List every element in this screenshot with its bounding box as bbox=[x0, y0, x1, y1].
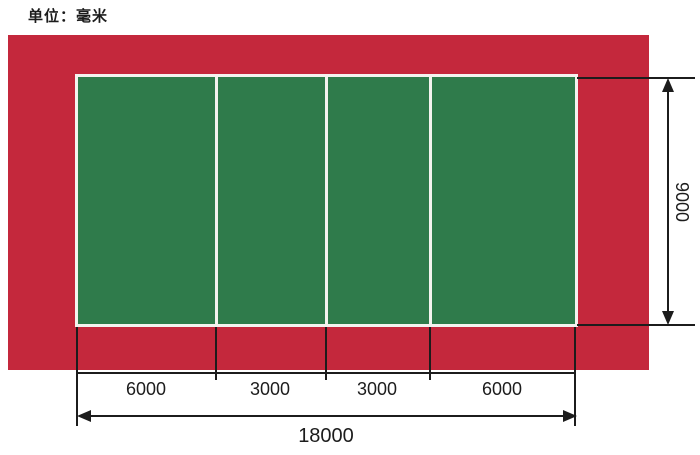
court-panel bbox=[432, 77, 575, 324]
extension-line-bottom bbox=[577, 324, 695, 326]
dimension-label-total-width: 18000 bbox=[298, 425, 354, 447]
arrowhead-up-icon bbox=[662, 78, 674, 92]
court-panel bbox=[217, 77, 325, 324]
dimension-rail bbox=[76, 372, 576, 374]
units-label: 单位：毫米 bbox=[28, 8, 109, 25]
court-panel bbox=[78, 77, 215, 324]
extension-tick bbox=[325, 327, 327, 380]
dimension-label-segment: 6000 bbox=[125, 379, 167, 399]
extension-tick bbox=[429, 327, 431, 380]
total-width-dimension-line bbox=[88, 415, 564, 417]
height-dimension-line bbox=[667, 87, 669, 316]
dimension-label-segment: 6000 bbox=[481, 379, 523, 399]
court-boundary bbox=[75, 74, 578, 327]
arrowhead-left-icon bbox=[77, 410, 91, 422]
arrowhead-right-icon bbox=[563, 410, 577, 422]
extension-tick bbox=[215, 327, 217, 380]
extension-line-top bbox=[577, 77, 695, 79]
extension-line-left bbox=[76, 327, 78, 426]
arrowhead-down-icon bbox=[662, 311, 674, 325]
extension-line-right bbox=[574, 327, 576, 426]
dimension-label-court-height: 9000 bbox=[672, 181, 692, 223]
dimension-label-segment: 3000 bbox=[356, 379, 398, 399]
court-panel bbox=[327, 77, 430, 324]
dimension-label-segment: 3000 bbox=[249, 379, 291, 399]
